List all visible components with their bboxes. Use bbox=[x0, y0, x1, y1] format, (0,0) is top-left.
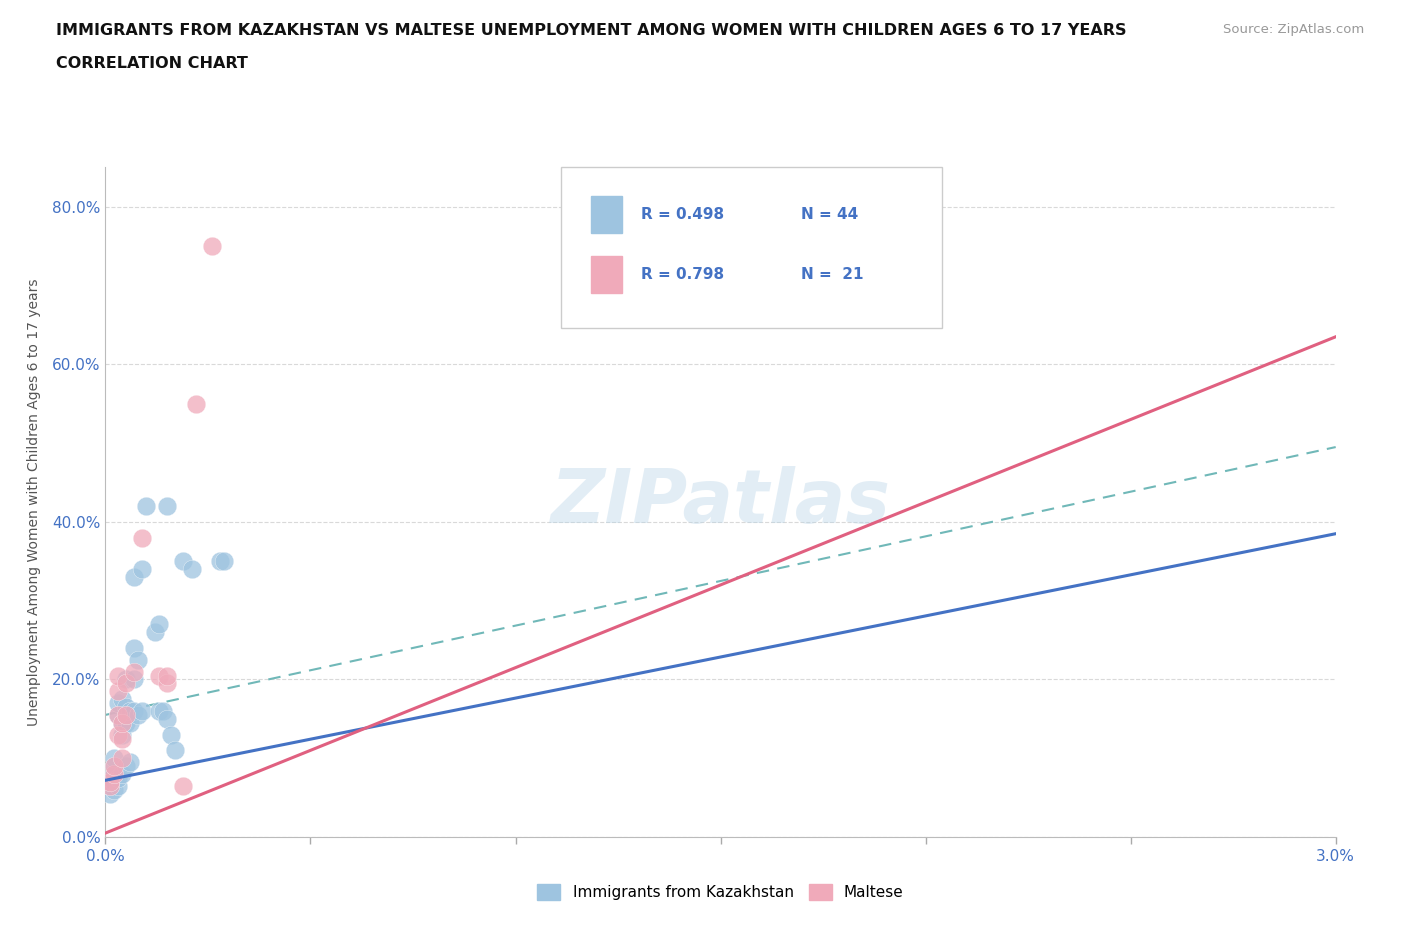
Point bbox=[201, 239, 224, 254]
Point bbox=[107, 770, 129, 785]
Point bbox=[115, 715, 138, 730]
Point bbox=[156, 668, 179, 683]
Point bbox=[120, 703, 141, 718]
Text: ZIPatlas: ZIPatlas bbox=[551, 466, 890, 538]
Legend: Immigrants from Kazakhstan, Maltese: Immigrants from Kazakhstan, Maltese bbox=[531, 878, 910, 907]
Point bbox=[172, 778, 194, 793]
Point bbox=[180, 562, 202, 577]
Point bbox=[156, 711, 179, 726]
Point bbox=[111, 692, 134, 707]
Point bbox=[103, 766, 125, 781]
Point bbox=[103, 782, 125, 797]
Point bbox=[107, 708, 129, 723]
Point bbox=[111, 715, 134, 730]
Point bbox=[103, 775, 125, 790]
Point bbox=[131, 703, 153, 718]
Point bbox=[111, 751, 134, 765]
Point bbox=[111, 727, 134, 742]
Point bbox=[165, 743, 187, 758]
Point bbox=[148, 703, 170, 718]
Point bbox=[98, 770, 121, 785]
Point bbox=[122, 672, 145, 687]
Point bbox=[103, 759, 125, 774]
Point bbox=[156, 676, 179, 691]
Point bbox=[111, 731, 134, 746]
Point bbox=[148, 617, 170, 631]
Point bbox=[148, 668, 170, 683]
Point bbox=[115, 708, 138, 723]
Point bbox=[103, 751, 125, 765]
Point bbox=[98, 778, 121, 793]
Point bbox=[160, 727, 183, 742]
Bar bbox=[592, 256, 623, 293]
Point bbox=[115, 699, 138, 714]
Point bbox=[131, 530, 153, 545]
Point bbox=[111, 715, 134, 730]
Point bbox=[103, 759, 125, 774]
Point bbox=[122, 664, 145, 679]
Point bbox=[107, 708, 129, 723]
Text: R = 0.798: R = 0.798 bbox=[641, 267, 724, 282]
Text: Source: ZipAtlas.com: Source: ZipAtlas.com bbox=[1223, 23, 1364, 36]
Point bbox=[107, 684, 129, 698]
Text: R = 0.498: R = 0.498 bbox=[641, 206, 724, 221]
Text: N =  21: N = 21 bbox=[800, 267, 863, 282]
Bar bbox=[592, 196, 623, 232]
Point bbox=[127, 708, 149, 723]
Point bbox=[120, 755, 141, 770]
Point bbox=[122, 569, 145, 584]
Point bbox=[152, 703, 174, 718]
FancyBboxPatch shape bbox=[561, 167, 942, 328]
Point bbox=[107, 778, 129, 793]
Point bbox=[135, 498, 157, 513]
Y-axis label: Unemployment Among Women with Children Ages 6 to 17 years: Unemployment Among Women with Children A… bbox=[27, 278, 41, 726]
Text: N = 44: N = 44 bbox=[800, 206, 858, 221]
Point bbox=[107, 668, 129, 683]
Point bbox=[111, 766, 134, 781]
Point bbox=[209, 554, 232, 569]
Point bbox=[131, 562, 153, 577]
Point bbox=[107, 696, 129, 711]
Point bbox=[115, 676, 138, 691]
Point bbox=[172, 554, 194, 569]
Point bbox=[120, 715, 141, 730]
Point bbox=[103, 766, 125, 781]
Point bbox=[115, 672, 138, 687]
Point bbox=[214, 554, 236, 569]
Text: IMMIGRANTS FROM KAZAKHSTAN VS MALTESE UNEMPLOYMENT AMONG WOMEN WITH CHILDREN AGE: IMMIGRANTS FROM KAZAKHSTAN VS MALTESE UN… bbox=[56, 23, 1126, 38]
Point bbox=[127, 652, 149, 667]
Point bbox=[115, 759, 138, 774]
Point bbox=[156, 498, 179, 513]
Point bbox=[107, 727, 129, 742]
Point bbox=[122, 703, 145, 718]
Text: CORRELATION CHART: CORRELATION CHART bbox=[56, 56, 247, 71]
Point bbox=[98, 786, 121, 801]
Point bbox=[143, 625, 166, 640]
Point bbox=[184, 396, 207, 411]
Point bbox=[122, 641, 145, 656]
Point bbox=[98, 778, 121, 793]
Point bbox=[98, 775, 121, 790]
